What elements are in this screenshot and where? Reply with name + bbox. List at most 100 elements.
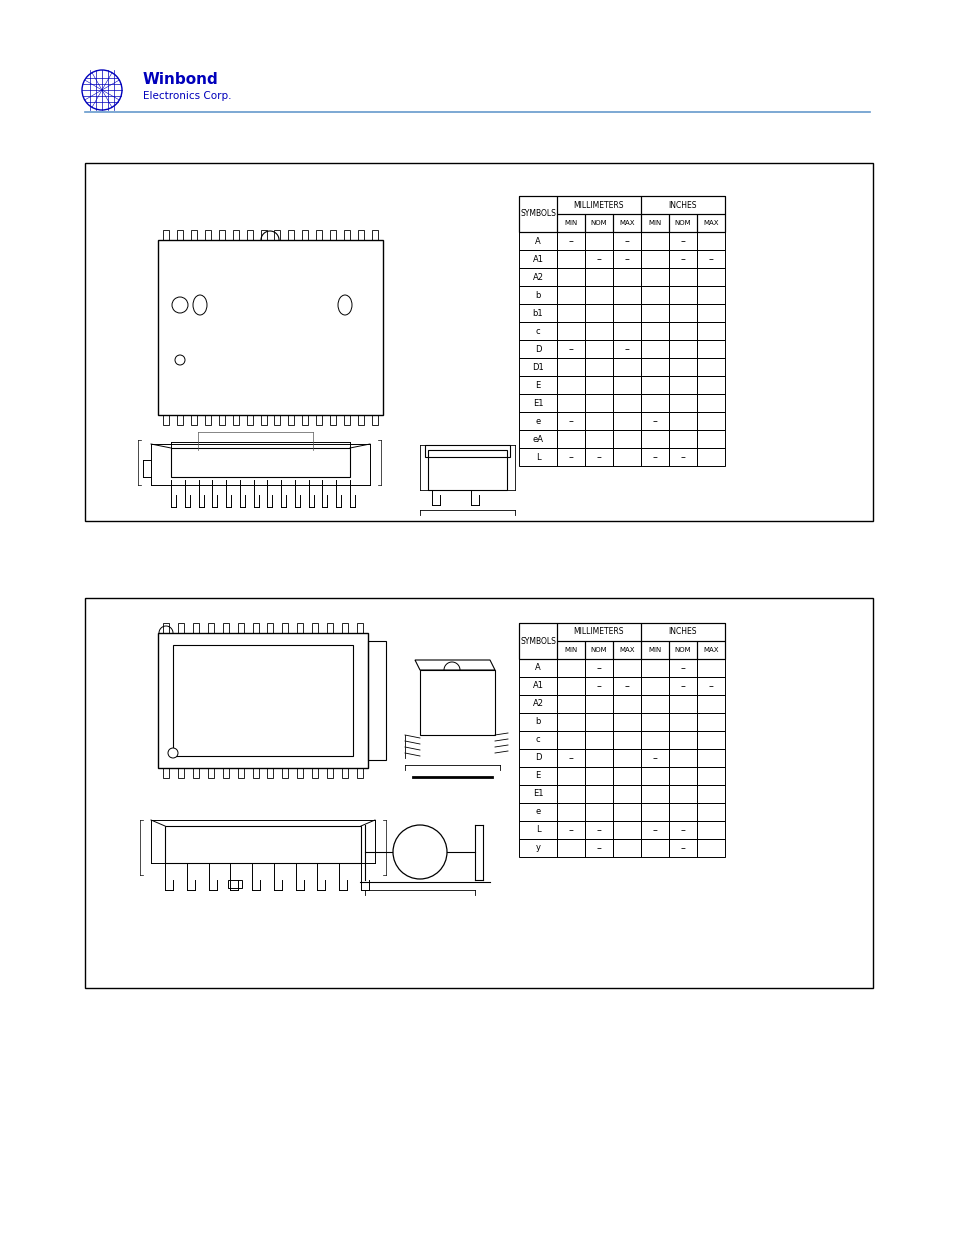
Bar <box>697 340 724 358</box>
Text: –: – <box>679 663 684 673</box>
Bar <box>356 622 363 634</box>
Bar <box>640 695 668 713</box>
Bar <box>668 287 697 304</box>
Bar <box>419 671 495 735</box>
Bar <box>613 448 640 466</box>
Ellipse shape <box>193 295 207 315</box>
Bar <box>613 268 640 287</box>
Bar <box>668 394 697 412</box>
Bar <box>640 304 668 322</box>
Text: –: – <box>679 236 684 246</box>
Bar <box>557 287 584 304</box>
Text: MILLIMETERS: MILLIMETERS <box>573 200 623 210</box>
Text: –: – <box>568 236 573 246</box>
Text: NOM: NOM <box>590 647 607 653</box>
Bar <box>356 768 363 778</box>
Bar <box>613 304 640 322</box>
Bar <box>697 731 724 748</box>
Bar <box>697 659 724 677</box>
Bar <box>208 622 213 634</box>
Bar <box>368 641 386 760</box>
Bar <box>613 232 640 249</box>
Text: NOM: NOM <box>674 647 691 653</box>
Bar <box>668 748 697 767</box>
Bar <box>518 748 557 767</box>
Bar <box>557 375 584 394</box>
Bar <box>518 821 557 839</box>
Text: A1: A1 <box>532 682 543 690</box>
Circle shape <box>168 748 178 758</box>
Bar <box>518 196 724 232</box>
Bar <box>697 767 724 785</box>
Bar <box>584 394 613 412</box>
Bar <box>697 839 724 857</box>
Bar <box>518 249 557 268</box>
Bar <box>584 803 613 821</box>
Text: –: – <box>652 825 657 835</box>
Bar <box>297 622 303 634</box>
Circle shape <box>174 354 185 366</box>
Text: –: – <box>624 345 629 354</box>
Bar <box>205 230 211 240</box>
Bar <box>302 415 308 425</box>
Bar <box>613 731 640 748</box>
Text: A1: A1 <box>532 254 543 263</box>
Text: –: – <box>679 254 684 264</box>
Bar <box>640 748 668 767</box>
Text: A: A <box>535 236 540 246</box>
Bar <box>640 249 668 268</box>
Bar <box>191 230 196 240</box>
Bar <box>163 230 169 240</box>
Text: eA: eA <box>532 435 543 443</box>
Bar <box>584 412 613 430</box>
Bar <box>640 340 668 358</box>
Bar <box>584 659 613 677</box>
Bar <box>330 415 335 425</box>
Bar <box>518 196 557 232</box>
Text: –: – <box>596 452 600 462</box>
Bar <box>518 287 557 304</box>
Bar <box>640 677 668 695</box>
Text: –: – <box>679 844 684 853</box>
Bar <box>518 767 557 785</box>
Bar <box>518 785 557 803</box>
Bar <box>613 659 640 677</box>
Bar <box>668 268 697 287</box>
Text: –: – <box>652 452 657 462</box>
Bar <box>613 767 640 785</box>
Text: e: e <box>535 416 540 426</box>
Bar <box>330 230 335 240</box>
Bar <box>668 214 697 232</box>
Bar <box>613 803 640 821</box>
Bar <box>640 803 668 821</box>
Bar <box>557 622 640 641</box>
Bar <box>613 322 640 340</box>
Bar <box>557 785 584 803</box>
Bar <box>253 768 258 778</box>
Bar <box>557 322 584 340</box>
Text: –: – <box>679 680 684 692</box>
Bar <box>518 695 557 713</box>
Bar <box>372 230 377 240</box>
Text: –: – <box>708 680 713 692</box>
Text: –: – <box>596 825 600 835</box>
Text: –: – <box>679 452 684 462</box>
Bar <box>228 881 242 888</box>
Bar <box>165 826 360 863</box>
Text: –: – <box>568 345 573 354</box>
Bar <box>584 785 613 803</box>
Bar <box>584 821 613 839</box>
Text: b: b <box>535 718 540 726</box>
Text: b: b <box>535 290 540 300</box>
Bar <box>640 232 668 249</box>
Text: E1: E1 <box>532 789 542 799</box>
Bar <box>697 375 724 394</box>
Bar <box>640 713 668 731</box>
Text: b1: b1 <box>532 309 543 317</box>
Text: E: E <box>535 380 540 389</box>
Bar <box>613 394 640 412</box>
Bar <box>697 412 724 430</box>
Bar <box>260 230 266 240</box>
Text: A: A <box>535 663 540 673</box>
Text: INCHES: INCHES <box>668 200 697 210</box>
